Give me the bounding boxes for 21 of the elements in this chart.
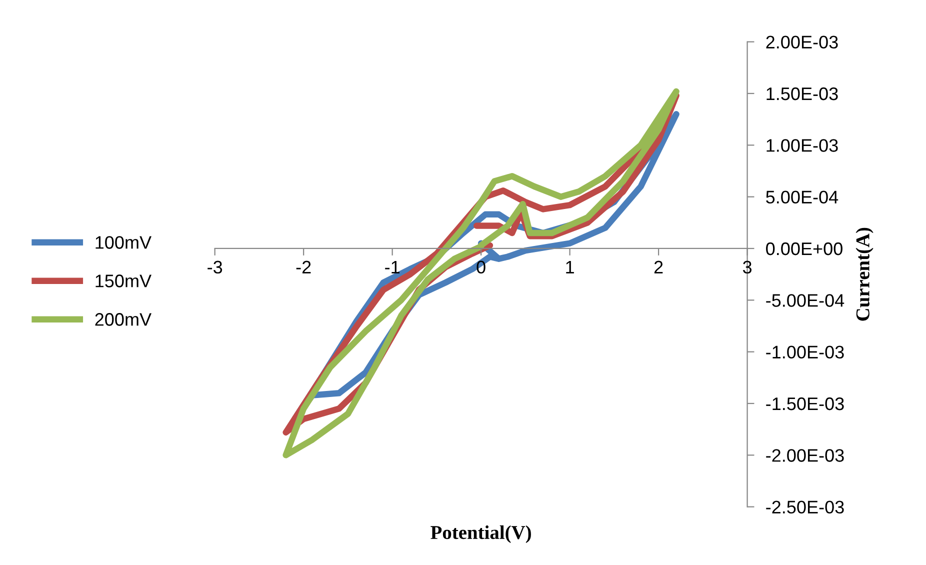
x-tick-label: -3 [208,260,222,274]
y-tick-label: -2.00E-03 [766,449,844,462]
x-tick-label: 2 [654,260,663,274]
x-tick-label: 3 [742,260,752,274]
y-tick-label: 2.00E-03 [766,36,838,49]
y-tick-label: 1.00E-03 [766,139,838,152]
y-tick-label: -5.00E-04 [766,294,844,307]
x-tick-label: -2 [296,260,311,274]
y-tick-label: 5.00E-04 [766,190,838,204]
legend-label: 150mV [96,274,152,288]
legend-label: 100mV [96,236,152,249]
y-tick-label: -1.00E-03 [766,346,844,359]
y-tick-label: -2.50E-03 [766,500,844,514]
y-tick-label: -1.50E-03 [766,397,844,410]
x-axis-title: Potential(V) [430,525,531,544]
x-tick-label: 1 [566,260,574,274]
legend-label: 200mV [95,313,152,326]
y-tick-label: 0.00E+00 [766,242,842,256]
y-axis-title: Current(A) [856,228,874,321]
y-tick-label: 1.50E-03 [766,87,838,100]
x-tick-label: -1 [385,260,400,274]
